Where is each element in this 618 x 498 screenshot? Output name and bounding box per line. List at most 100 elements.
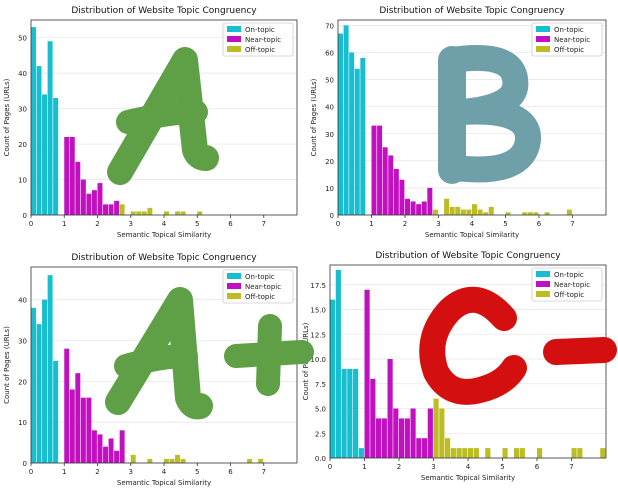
- x-tick-label: 6: [535, 463, 540, 471]
- bar-near-topic: [64, 137, 70, 215]
- y-tick-label: 20: [18, 378, 27, 386]
- bar-near-topic: [114, 200, 120, 215]
- bar-off-topic: [505, 212, 511, 215]
- bar-on-topic: [31, 27, 36, 215]
- y-tick-label: 10: [18, 419, 27, 427]
- bar-on-topic: [31, 307, 36, 463]
- bar-off-topic: [477, 209, 483, 215]
- grade-aplus-crossbar: [114, 344, 198, 378]
- x-tick-label: 4: [162, 220, 167, 228]
- x-tick-label: 7: [570, 220, 574, 228]
- bar-near-topic: [97, 434, 103, 463]
- bar-near-topic: [421, 201, 427, 215]
- bar-off-topic: [449, 206, 455, 215]
- bar-off-topic: [258, 458, 264, 463]
- x-tick-label: 3: [129, 220, 133, 228]
- x-tick-label: 5: [503, 220, 507, 228]
- bar-near-topic: [404, 418, 410, 458]
- bar-off-topic: [147, 458, 153, 463]
- bar-on-topic: [354, 68, 360, 215]
- legend-swatch-on: [536, 271, 550, 277]
- legend: On-topic Near-topic Off-topic: [531, 22, 603, 57]
- legend-label-on: On-topic: [245, 26, 275, 34]
- chart-title: Distribution of Website Topic Congruency: [375, 251, 561, 261]
- y-tick-label: 15.0: [310, 307, 326, 315]
- y-tick-label: 10: [325, 185, 334, 193]
- legend-swatch-off: [227, 46, 241, 52]
- grade-a-crossbar: [116, 100, 208, 134]
- x-tick-label: 2: [95, 468, 99, 476]
- bar-near-topic: [86, 193, 92, 215]
- chart-title: Distribution of Website Topic Congruency: [379, 6, 565, 16]
- legend: On-topic Near-topic Off-topic: [222, 269, 294, 304]
- bar-off-topic: [180, 211, 186, 215]
- bar-near-topic: [416, 204, 422, 215]
- bar-near-topic: [427, 408, 433, 458]
- legend-label-off: Off-topic: [245, 46, 275, 54]
- y-axis-label: Count of Pages (URLs): [310, 78, 318, 156]
- x-tick-label: 2: [403, 220, 407, 228]
- bar-off-topic: [473, 448, 479, 458]
- y-tick-label: 0: [330, 212, 334, 220]
- bar-off-topic: [175, 211, 181, 215]
- legend-label-near: Near-topic: [245, 36, 281, 44]
- grade-aplus-letter-stroke: [105, 287, 213, 420]
- bar-near-topic: [64, 348, 70, 463]
- chart-title: Distribution of Website Topic Congruency: [71, 6, 257, 16]
- y-tick-label: 17.5: [310, 282, 326, 290]
- bar-off-topic: [566, 209, 572, 215]
- bar-on-topic: [330, 299, 336, 458]
- legend-swatch-off: [227, 293, 241, 299]
- bar-near-topic: [80, 397, 86, 463]
- x-tick-label: 6: [537, 220, 542, 228]
- grade-c-letter-stroke: [419, 286, 527, 405]
- y-tick-label: 20: [18, 141, 27, 149]
- x-tick-label: 1: [362, 463, 366, 471]
- legend: On-topic Near-topic Off-topic: [222, 22, 294, 57]
- x-tick-label: 6: [228, 468, 233, 476]
- bar-near-topic: [387, 359, 393, 458]
- plot-frame: [30, 19, 298, 216]
- bar-on-topic: [47, 41, 53, 215]
- chart-panel-1: 0 10 20 30 40 50 0 1 2 3 4 5 6 7 Distribution of Websi…: [3, 6, 298, 239]
- legend-swatch-near: [227, 283, 241, 289]
- bar-off-topic: [136, 211, 142, 215]
- chart-panel-4: 0.0 2.5 5.0 7.5 10.0 12.5 15.0 17.5 0 1 2 3 4 5 6 7 Dist…: [302, 251, 607, 482]
- bar-off-topic: [533, 212, 539, 215]
- bar-near-topic: [405, 198, 410, 215]
- bar-near-topic: [388, 155, 394, 215]
- bar-off-topic: [455, 206, 461, 215]
- plot-frame: [337, 19, 607, 216]
- bar-off-topic: [577, 448, 583, 458]
- bar-off-topic: [462, 448, 468, 458]
- bar-near-topic: [371, 125, 377, 215]
- x-tick-label: 0: [29, 468, 33, 476]
- y-tick-label: 60: [325, 50, 334, 58]
- x-tick-label: 0: [29, 220, 33, 228]
- bar-near-topic: [382, 147, 388, 215]
- bar-off-topic: [164, 211, 169, 215]
- bar-near-topic: [399, 418, 405, 458]
- bar-off-topic: [483, 212, 489, 215]
- bar-on-topic: [353, 368, 359, 458]
- bar-near-topic: [375, 418, 382, 458]
- legend-swatch-off: [536, 46, 550, 52]
- plot-frame: [30, 266, 298, 464]
- legend-swatch-near: [536, 281, 550, 287]
- bar-near-topic: [103, 204, 109, 215]
- bar-near-topic: [393, 408, 399, 458]
- x-tick-label: 6: [228, 220, 233, 228]
- x-tick-label: 0: [328, 463, 332, 471]
- x-tick-label: 5: [195, 468, 199, 476]
- x-tick-label: 0: [336, 220, 340, 228]
- y-tick-label: 30: [18, 106, 27, 114]
- bar-on-topic: [42, 299, 48, 463]
- legend-swatch-on: [227, 26, 241, 32]
- x-tick-label: 5: [195, 220, 199, 228]
- bar-near-topic: [80, 179, 86, 215]
- bar-on-topic: [47, 275, 53, 463]
- x-tick-label: 2: [397, 463, 401, 471]
- x-tick-label: 7: [569, 463, 573, 471]
- x-tick-label: 5: [500, 463, 504, 471]
- bar-off-topic: [527, 212, 533, 215]
